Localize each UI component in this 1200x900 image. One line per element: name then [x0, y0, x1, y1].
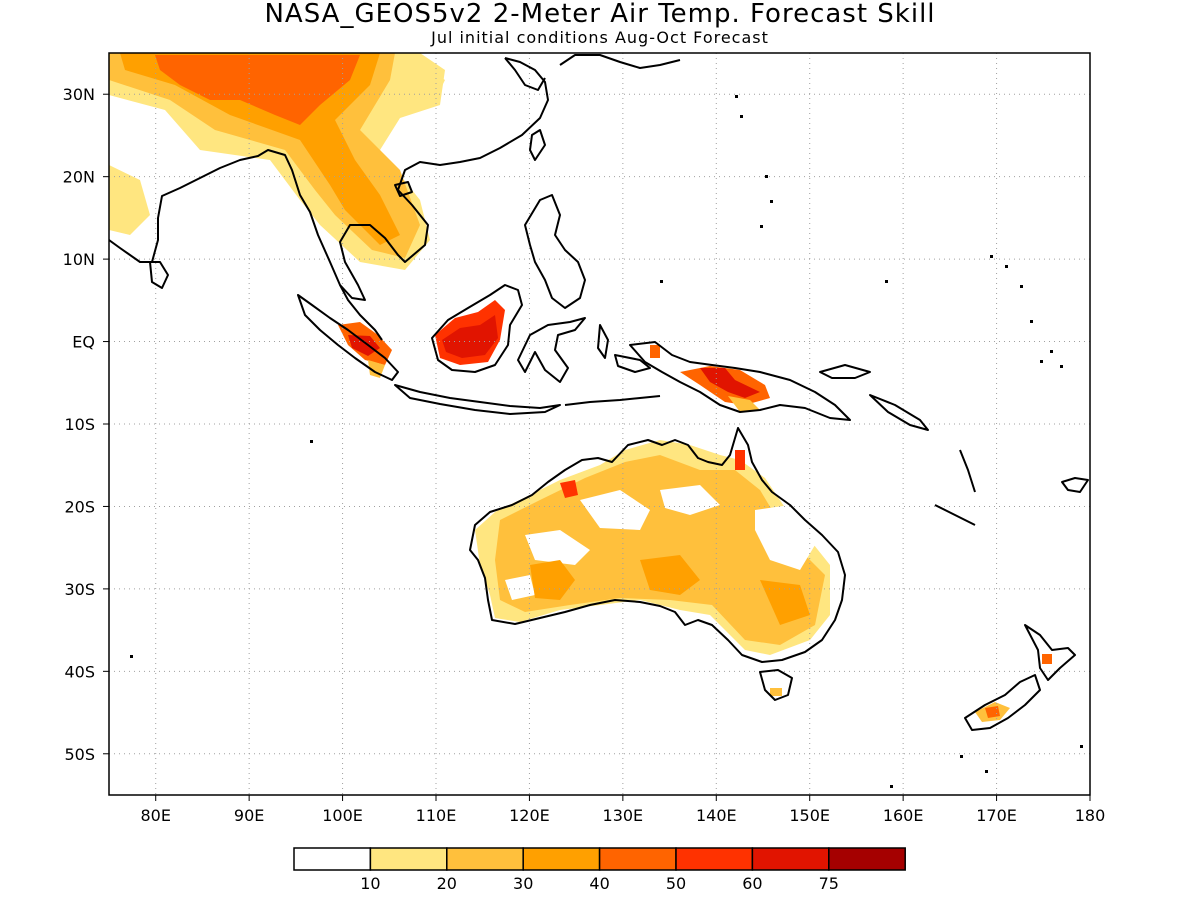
coast-nz-south [964, 674, 1041, 731]
axes: 80E 90E 100E 110E 120E 130E 140E 150E 160E 170E 18… [63, 85, 1106, 825]
shade-sumatra-dark [348, 335, 380, 356]
lon-tick-label: 110E [416, 806, 457, 825]
lon-tick-label: 150E [789, 806, 830, 825]
color-legend: 10 20 30 40 50 60 75 [293, 847, 906, 893]
shade-tasmania [770, 688, 782, 696]
shade-australia-dark-3 [760, 580, 810, 625]
coast-hainan [394, 181, 413, 197]
coast-japan [559, 54, 681, 69]
coast-tasmania [759, 669, 793, 701]
chart-subtitle: Jul initial conditions Aug-Oct Forecast [431, 28, 769, 47]
lat-tick-label: 20S [64, 497, 95, 516]
shade-yellow-blob-1 [395, 70, 445, 110]
shade-new-guinea-yellow [728, 396, 760, 412]
shade-new-guinea-dark [700, 368, 760, 398]
shade-australia-orange [495, 455, 825, 645]
lon-tick-label: 180 [1075, 806, 1106, 825]
lat-tick-label: 20N [63, 168, 95, 187]
coast-philippines [524, 194, 586, 309]
shade-ng-spot [650, 345, 660, 358]
legend-label: 50 [666, 874, 686, 893]
shade-australia-red-2 [735, 450, 745, 470]
lat-tick-label: 10S [64, 415, 95, 434]
lon-tick-label: 170E [976, 806, 1017, 825]
shade-nz-north [1042, 654, 1052, 664]
shade-australia-red [560, 480, 578, 498]
lon-tick-label: 80E [140, 806, 170, 825]
coast-moluccas-2 [614, 354, 651, 373]
coast-moluccas [597, 324, 609, 359]
legend-swatch [751, 847, 830, 871]
shade-asia-dark [155, 55, 360, 125]
lon-tick-label: 90E [234, 806, 264, 825]
lon-tick-label: 160E [883, 806, 924, 825]
lon-tick-label: 120E [509, 806, 550, 825]
legend-swatch [293, 847, 372, 871]
chart-title: NASA_GEOS5v2 2-Meter Air Temp. Forecast … [264, 0, 936, 29]
legend-swatch [522, 847, 601, 871]
shade-australia-white-1 [580, 490, 650, 530]
coast-sulawesi [517, 317, 586, 383]
shade-australia-white-5 [505, 575, 535, 600]
legend-swatch [446, 847, 524, 871]
coast-new-britain [819, 364, 871, 379]
coast-vanuatu [959, 449, 976, 493]
legend-label: 10 [360, 874, 380, 893]
coast-nz-north [1024, 624, 1076, 681]
shade-sumatra-yellow [368, 360, 385, 378]
shade-australia-white-2 [525, 530, 590, 565]
coast-korea [504, 57, 546, 91]
legend-label: 60 [742, 874, 762, 893]
shade-borneo-dark [442, 315, 498, 358]
legend-swatch [369, 847, 448, 871]
shade-asia-orange [120, 53, 400, 245]
shade-australia-dark-1 [530, 560, 575, 600]
legend-swatch [675, 847, 754, 871]
island-dots [130, 95, 1083, 788]
lat-tick-label: 30N [63, 85, 95, 104]
lat-tick-label: 30S [64, 580, 95, 599]
shade-australia-dark-2 [640, 555, 700, 595]
coast-sri-lanka [149, 261, 169, 289]
coast-new-guinea [629, 341, 851, 421]
legend-swatch [598, 847, 677, 871]
coast-borneo [431, 284, 523, 373]
coast-lesser-sunda [564, 395, 661, 406]
legend-label: 30 [513, 874, 533, 893]
lon-tick-label: 100E [322, 806, 363, 825]
lat-tick-label: 40S [64, 662, 95, 681]
legend-label: 40 [589, 874, 609, 893]
legend-swatch [828, 847, 906, 871]
coastlines [109, 54, 1089, 731]
coast-new-caledonia [934, 504, 976, 526]
coast-fiji [1061, 477, 1089, 493]
lat-tick-label: EQ [72, 333, 95, 352]
lat-tick-label: 50S [64, 745, 95, 764]
shade-australia-white-4 [660, 485, 720, 515]
coast-taiwan [529, 129, 546, 161]
shade-india-west [109, 165, 150, 235]
plot-area [109, 53, 1090, 795]
coast-malay-peninsula [339, 284, 383, 341]
lon-tick-label: 140E [696, 806, 737, 825]
shade-australia-white-3 [755, 505, 815, 570]
legend-label: 20 [437, 874, 457, 893]
coast-java [394, 384, 561, 415]
skill-shading [109, 53, 1052, 722]
lat-tick-label: 10N [63, 250, 95, 269]
coast-sumatra [297, 294, 399, 381]
coast-australia [469, 427, 846, 663]
coast-solomons [869, 394, 929, 431]
lon-tick-label: 130E [603, 806, 644, 825]
legend-label: 75 [819, 874, 839, 893]
coast-asia-mainland [109, 57, 549, 301]
